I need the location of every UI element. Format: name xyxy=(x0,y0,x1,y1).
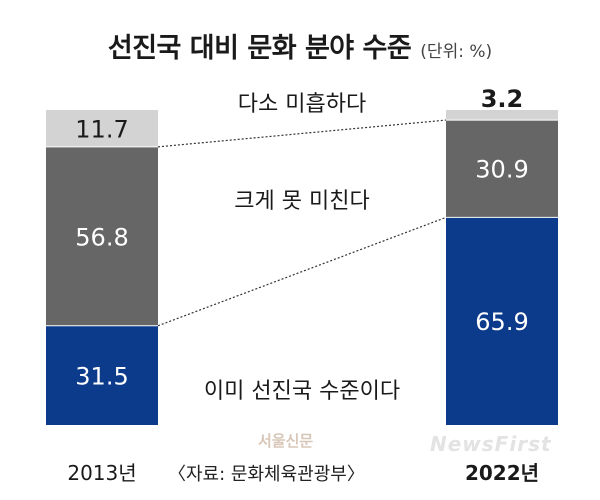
watermark-seoul-shinmun: 서울신문 xyxy=(258,432,314,450)
unit-label: (단위: %) xyxy=(420,42,493,62)
value-label-2-2: 30.9 xyxy=(475,156,528,184)
connector-line-1 xyxy=(157,216,447,327)
year-label-2: 2022년 xyxy=(465,461,539,485)
year-label-1: 2013년 xyxy=(67,461,136,485)
bar-segment-2-2 xyxy=(446,120,558,218)
value-label-1-2: 56.8 xyxy=(75,223,128,251)
connector-line-2 xyxy=(157,119,447,148)
value-label-1-3: 11.7 xyxy=(75,115,128,143)
bar-segment-2-3 xyxy=(446,110,558,121)
bar-segment-1-1 xyxy=(46,325,158,425)
series-label-3: 다소 미흡하다 xyxy=(238,92,366,117)
value-label-1-1: 31.5 xyxy=(75,362,128,390)
bar-segment-1-3 xyxy=(46,110,158,147)
series-label-2: 크게 못 미친다 xyxy=(234,189,369,214)
chart-title-row: 선진국 대비 문화 분야 수준 (단위: %) xyxy=(0,26,600,65)
watermark-newsfirst: NewsFirst xyxy=(430,432,552,456)
chart-title: 선진국 대비 문화 분야 수준 xyxy=(107,33,412,64)
source-note: 〈자료: 문화체육관광부〉 xyxy=(168,464,365,485)
bar-segment-2-1 xyxy=(446,217,558,425)
series-label-1: 이미 선진국 수준이다 xyxy=(204,379,400,404)
value-label-2-1: 65.9 xyxy=(475,308,528,336)
bar-segment-1-2 xyxy=(46,146,158,326)
value-label-2-3: 3.2 xyxy=(481,85,524,113)
